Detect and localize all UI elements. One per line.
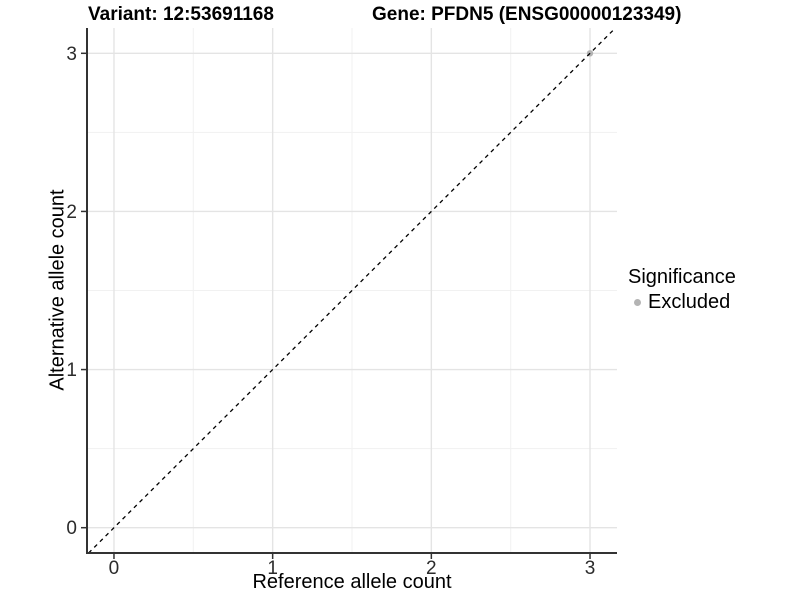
y-tick-label: 1: [66, 360, 77, 381]
plot-title-gene: Gene: PFDN5 (ENSG00000123349): [372, 4, 682, 25]
axis-lines: [86, 28, 617, 554]
legend-entry-label: Excluded: [648, 291, 731, 313]
y-tick-label: 3: [66, 44, 77, 65]
x-tick-label: 1: [267, 558, 278, 579]
y-axis-label: Alternative allele count: [46, 189, 69, 391]
legend: Significance Excluded: [628, 266, 736, 314]
legend-key-dot-icon: [634, 299, 641, 306]
x-tick-label: 0: [109, 558, 120, 579]
tick-labels: 0 1 2 3 0 1 2 3: [66, 44, 595, 579]
legend-title: Significance: [628, 266, 736, 288]
identity-line: [88, 27, 616, 554]
grid-minor: [87, 28, 617, 553]
y-tick-label: 2: [66, 202, 77, 223]
grid-major: [87, 28, 617, 553]
axis-ticks: [81, 52, 591, 559]
x-tick-label: 3: [585, 558, 596, 579]
x-axis-label: Reference allele count: [252, 571, 452, 593]
x-tick-label: 2: [426, 558, 437, 579]
plot-title-variant: Variant: 12:53691168: [88, 4, 274, 25]
legend-entry-excluded: Excluded: [628, 291, 736, 314]
y-tick-label: 0: [66, 518, 77, 539]
